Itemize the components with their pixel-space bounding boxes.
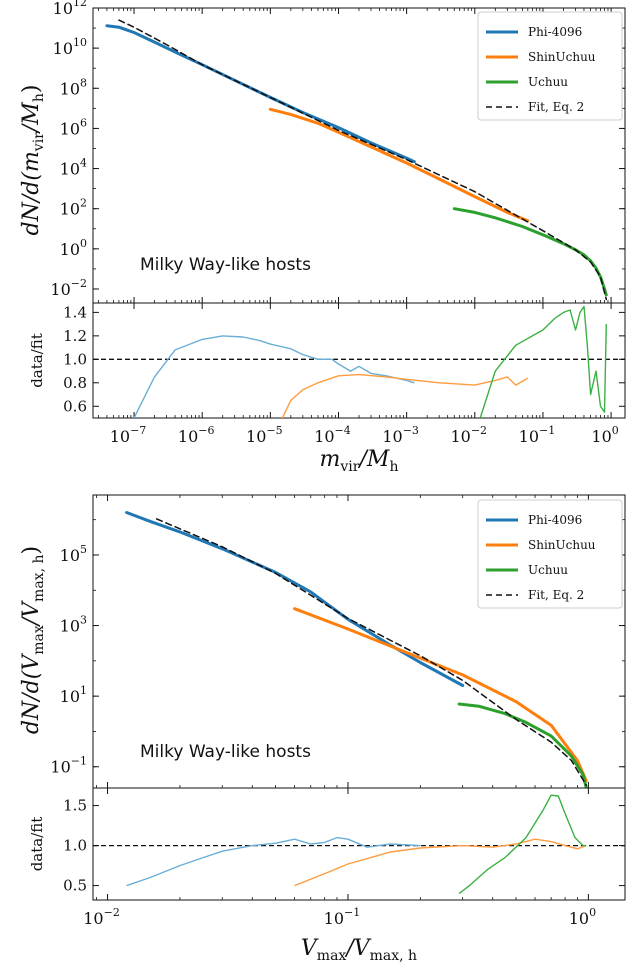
legend-label: Uchuu — [528, 563, 568, 577]
y-axis-label: dN/d(mvir/Mh) — [19, 85, 47, 236]
series-line-shinuchuu — [293, 607, 588, 783]
series-line-phi-4096 — [125, 511, 465, 687]
ratio-panel-frame — [92, 787, 626, 901]
main-series-group — [105, 19, 608, 301]
legend-label: Uchuu — [528, 75, 568, 89]
ratio-panel — [92, 302, 626, 419]
legend-label: ShinUchuu — [528, 538, 596, 552]
x-tick-label: 10−2 — [450, 424, 487, 446]
legend: Phi-4096 ShinUchuu Uchuu Fit, Eq. 2 — [477, 499, 623, 609]
x-tick-label: 100 — [569, 906, 596, 928]
y-tick-label: 101 — [60, 684, 87, 706]
y-tick-label: 105 — [60, 543, 87, 565]
y-tick-label: 104 — [60, 157, 87, 179]
series-line-uchuu — [457, 702, 588, 788]
ratio-tick-label: 1.0 — [63, 350, 87, 368]
x-axis-label: mvir/Mh — [320, 447, 399, 475]
ratio-panel-frame — [92, 302, 626, 419]
main-series-group — [125, 511, 588, 788]
legend-label: Phi-4096 — [528, 25, 582, 39]
x-tick-label: 10−2 — [83, 906, 120, 928]
chart-2: 10−2 10−1 100 10−1 101 103 105 Milky Way-like h… — [19, 494, 626, 963]
ratio-panel — [92, 787, 626, 901]
series-line-fit-eq-2 — [118, 19, 608, 301]
y-tick-label: 10−2 — [50, 277, 87, 299]
ratio-series-group — [133, 305, 607, 418]
ratio-tick-label: 0.5 — [63, 877, 87, 895]
y-tick-label: 102 — [60, 197, 87, 219]
y-tick-label: 108 — [60, 76, 87, 98]
x-tick-label: 10−4 — [314, 424, 351, 446]
annotation: Milky Way-like hosts — [140, 742, 311, 762]
x-tick-label: 10−7 — [110, 424, 147, 446]
x-axis-label: Vmax/Vmax, h — [301, 936, 417, 963]
x-tick-label: 10−1 — [519, 424, 556, 446]
ratio-y-axis-label: data/fit — [28, 817, 46, 872]
x-tick-label: 10−1 — [324, 906, 361, 928]
x-tick-label: 10−5 — [246, 424, 283, 446]
y-tick-label: 10−1 — [50, 755, 87, 777]
y-tick-label: 1012 — [53, 0, 87, 18]
ratio-tick-label: 1.5 — [63, 797, 87, 815]
ratio-series-group — [126, 794, 587, 895]
ratio-y-axis-label: data/fit — [28, 333, 46, 388]
ratio-tick-label: 0.6 — [63, 397, 87, 415]
annotation: Milky Way-like hosts — [140, 255, 311, 275]
ratio-line-phi-4096 — [133, 335, 415, 418]
ratio-line-shinuchuu — [281, 373, 529, 418]
legend-label: Fit, Eq. 2 — [528, 100, 584, 114]
y-tick-label: 106 — [60, 116, 87, 138]
ratio-tick-label: 1.2 — [63, 327, 87, 345]
y-tick-label: 1010 — [53, 36, 87, 58]
legend-label: ShinUchuu — [528, 50, 596, 64]
series-line-fit-eq-2 — [155, 518, 588, 786]
series-line-shinuchuu — [268, 107, 530, 223]
legend-frame — [477, 499, 623, 609]
ratio-tick-label: 1.0 — [63, 837, 87, 855]
ratio-line-uchuu — [458, 794, 587, 895]
series-line-uchuu — [452, 207, 608, 297]
y-tick-label: 103 — [60, 614, 87, 636]
ratio-tick-label: 0.8 — [63, 374, 87, 392]
legend-label: Fit, Eq. 2 — [528, 588, 584, 602]
legend-frame — [477, 11, 623, 121]
ratio-line-phi-4096 — [126, 836, 421, 887]
y-tick-label: 100 — [60, 237, 87, 259]
ratio-line-shinuchuu — [294, 838, 587, 887]
legend-label: Phi-4096 — [528, 513, 582, 527]
x-tick-label: 10−6 — [178, 424, 215, 446]
x-tick-label: 10−3 — [382, 424, 419, 446]
y-axis-label: dN/d(Vmax/Vmax, h) — [19, 546, 47, 734]
series-line-phi-4096 — [105, 24, 416, 164]
chart-1: 10−7 10−6 10−5 10−4 10−3 10−2 10−1 100 10−2 100 10… — [19, 0, 626, 475]
ratio-line-uchuu — [479, 305, 607, 418]
ratio-tick-label: 1.4 — [63, 303, 87, 321]
x-tick-label: 100 — [591, 424, 618, 446]
legend: Phi-4096 ShinUchuu Uchuu Fit, Eq. 2 — [477, 11, 623, 121]
